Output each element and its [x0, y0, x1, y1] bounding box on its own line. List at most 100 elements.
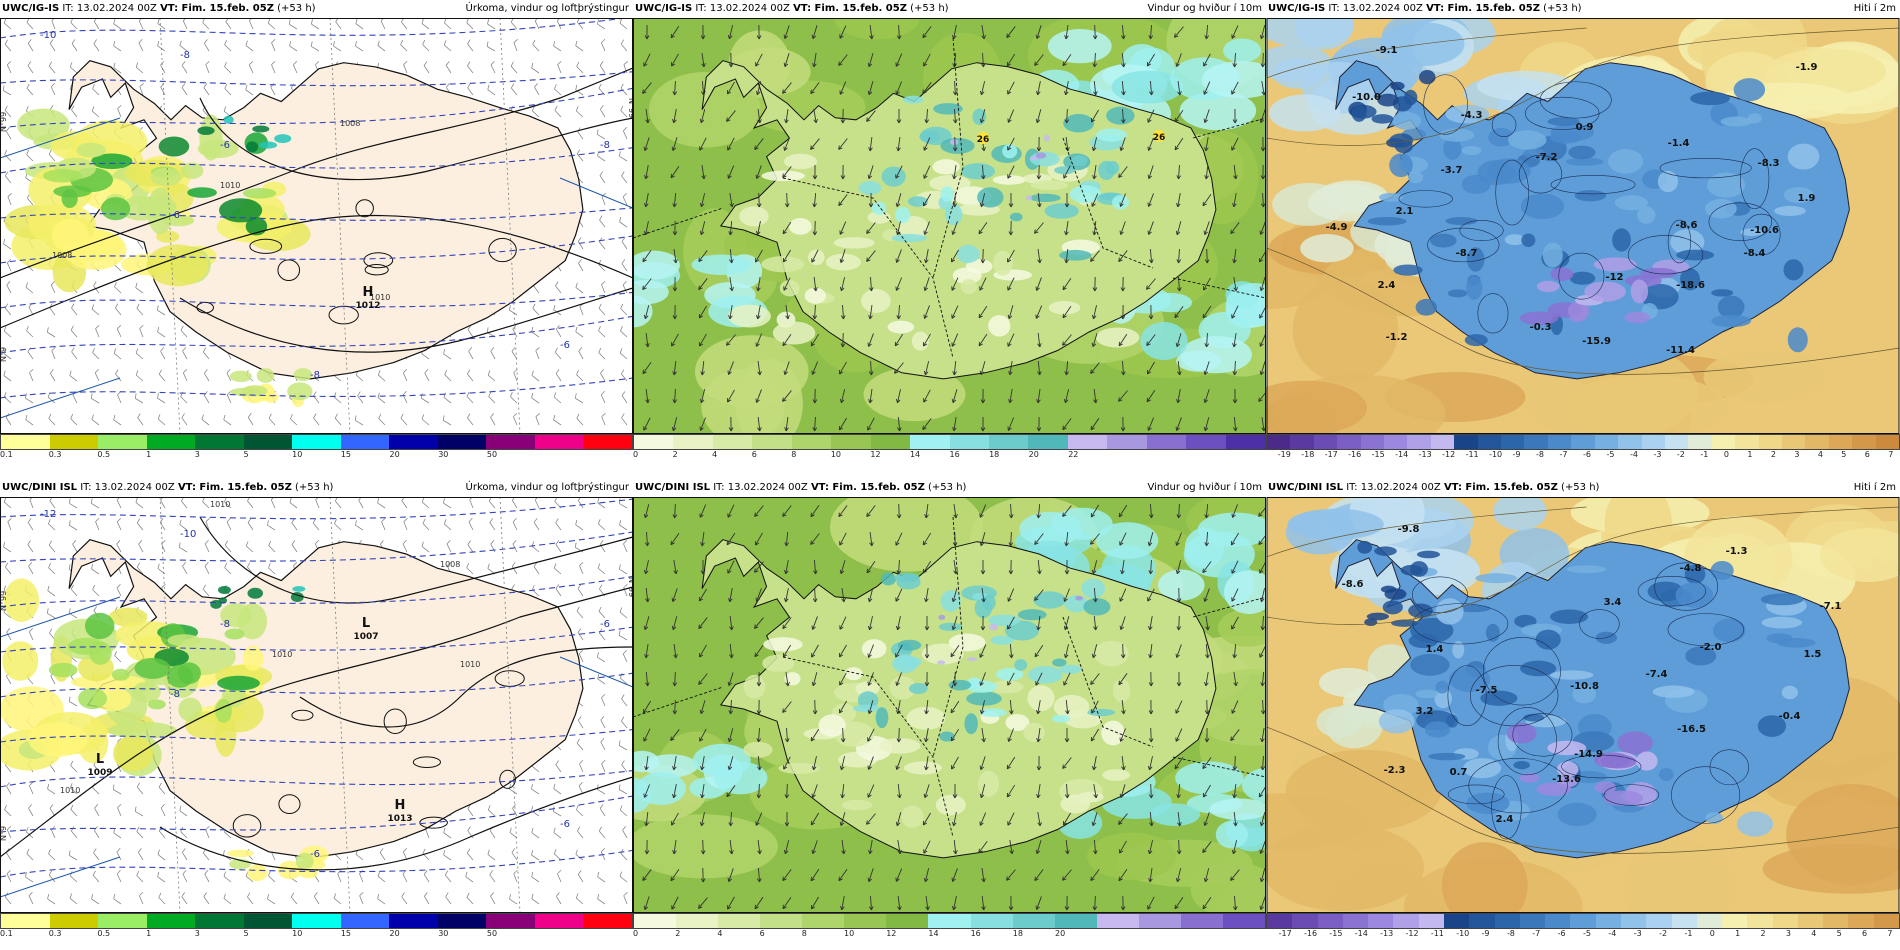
- colorbar-cell: [1292, 914, 1318, 928]
- colorbar-tick-label: 16: [970, 929, 981, 938]
- isobar-value-label: 1010: [220, 181, 240, 190]
- temp-contour-label: -8: [310, 370, 320, 381]
- isobar-value-label: 1010: [60, 786, 80, 795]
- colorbar-tick-label: 2: [675, 929, 681, 938]
- colorbar-cell: [1671, 914, 1697, 928]
- colorbar-tick-label: 30: [438, 929, 449, 938]
- colorbar-tick-label: 20: [1028, 450, 1039, 459]
- colorbar-tick-label: -8: [1536, 450, 1545, 459]
- colorbar-tick-label: -3: [1633, 929, 1642, 938]
- colorbar-cell: [1735, 435, 1759, 449]
- colorbar-cell: [1772, 914, 1798, 928]
- temp-contour-label: -6: [170, 210, 180, 221]
- colorbar-cell: [718, 914, 761, 928]
- temp-westfjords: [1357, 540, 1441, 627]
- colorbar-cell: [1454, 435, 1478, 449]
- temperature-value-label: -7.5: [1476, 685, 1498, 696]
- lead-text: (+53 h): [295, 482, 334, 493]
- colorbar-tick-label: -12: [1442, 450, 1456, 459]
- isotherms: [1266, 506, 1900, 854]
- precip-map: 1008 1010 1008 1010 -10 -8 -6 -8 -6 -6 -8 H 1012 N°99…: [0, 18, 633, 434]
- colorbar-tick-label: -9: [1512, 450, 1521, 459]
- it-label-text: IT:: [695, 3, 707, 14]
- colorbar: 0.1 0.3 0.5 1 3 5 10 15 20 30 50: [0, 913, 633, 939]
- colorbar-cell: [1067, 435, 1108, 449]
- colorbar-tick-label: -16: [1348, 450, 1362, 459]
- temperature-value-label: -9.1: [1376, 45, 1398, 56]
- colorbar-cell: [98, 435, 147, 449]
- colorbar-tick-label: -6: [1583, 450, 1591, 459]
- latitude-tick: N°99: [0, 112, 8, 132]
- colorbar-cell: [791, 435, 832, 449]
- precip-band-inner: [48, 612, 260, 723]
- isobars: [0, 67, 633, 353]
- map-frame: [633, 497, 1266, 913]
- colorbar-cell: [1873, 914, 1900, 928]
- temperature-value-label: 0.7: [1450, 767, 1468, 778]
- center-pressure-value: 1007: [353, 632, 378, 642]
- lead-text: (+53 h): [277, 3, 316, 14]
- wind-map: [633, 497, 1266, 913]
- colorbar-cell: [673, 435, 713, 449]
- colorbar-tick-label: 18: [1012, 929, 1023, 938]
- colorbar-tick-label: -19: [1277, 450, 1291, 459]
- temperature-value-label: 0.9: [1576, 122, 1594, 133]
- it-value-text: 13.02.2024 00Z: [76, 3, 157, 14]
- panel-header: UWC/IG-IS IT: 13.02.2024 00Z VT: Fim. 15…: [0, 0, 633, 18]
- wind-gust-max: [949, 134, 1050, 201]
- colorbar-cell: [1646, 914, 1672, 928]
- it-value-text: 13.02.2024 00Z: [1360, 482, 1441, 493]
- colorbar-cell: [243, 914, 293, 928]
- colorbar-cell: [1594, 435, 1619, 449]
- colorbar-tick-label: 10: [292, 450, 303, 459]
- colorbar-cell: [1852, 435, 1876, 449]
- temperature-value-label: -1.3: [1726, 546, 1748, 557]
- wind-panel-dini: UWC/DINI ISL IT: 13.02.2024 00Z VT: Fim.…: [633, 479, 1266, 939]
- colorbar-cell: [389, 435, 438, 449]
- temp-panel-dini: UWC/DINI ISL IT: 13.02.2024 00Z VT: Fim.…: [1266, 479, 1900, 939]
- colorbar: 0 2 4 6 8 10 12 14 16 18 20: [633, 913, 1266, 939]
- colorbar-tick-label: 20: [1055, 929, 1066, 938]
- colorbar-cell: [1805, 435, 1829, 449]
- vt-label-text: VT: Fim. 15.feb. 05Z: [160, 3, 274, 14]
- temperature-value-label: -14.9: [1574, 749, 1603, 760]
- temp-contour-label: -10: [40, 30, 56, 41]
- colorbar-tick-label: 0.1: [0, 929, 13, 938]
- colorbar-cell: [870, 435, 911, 449]
- colorbar-tick-label: -7: [1532, 929, 1541, 938]
- colorbar-tick-label: 0: [633, 450, 639, 459]
- temperature-value-label: 1.4: [1426, 644, 1444, 655]
- colorbar-cell: [1828, 435, 1853, 449]
- temperature-value-label: -2.3: [1384, 765, 1406, 776]
- colorbar-tick-label: 0: [1723, 450, 1729, 459]
- colorbar-tick-label: 20: [389, 929, 400, 938]
- colorbar-tick-label: 8: [791, 450, 797, 459]
- temp-contour-dashed: [0, 626, 633, 653]
- wind-strong-southeast: [1017, 761, 1266, 852]
- colorbar-tick-label: -15: [1371, 450, 1385, 459]
- colorbar: -19 -18 -17 -16 -15 -14 -13 -12 -11 -10 -9 -8 -7 -6 -5…: [1266, 434, 1900, 460]
- colorbar-cell: [146, 914, 196, 928]
- colorbar-tick-label: -16: [1304, 929, 1318, 938]
- map-canvas: [633, 497, 1266, 913]
- temperature-value-label: -10.8: [1570, 681, 1599, 692]
- colorbar-cell: [1570, 914, 1596, 928]
- isobar-ring: [364, 264, 389, 276]
- temp-contour-label: -6: [560, 819, 570, 830]
- isobar-ring: [249, 238, 283, 254]
- colorbar-tick-label: 16: [949, 450, 960, 459]
- colorbar-cell: [1571, 435, 1595, 449]
- colorbar-cell: [1696, 914, 1723, 928]
- temp-contour-dashed: [0, 71, 633, 87]
- colorbar-cell: [1823, 914, 1849, 928]
- temperature-value-label: -2.0: [1700, 642, 1722, 653]
- colorbar-cell: [910, 435, 950, 449]
- colorbar-tick-label: 4: [1811, 929, 1817, 938]
- colorbar-cell: [1620, 914, 1647, 928]
- temperature-value-label: 2.1: [1396, 206, 1414, 217]
- colorbar-tick-label: 0: [1709, 929, 1715, 938]
- model-text: UWC/DINI ISL: [2, 482, 78, 493]
- parameter-title: Vindur og hviður í 10m: [1147, 3, 1262, 14]
- colorbar-cell: [1360, 435, 1385, 449]
- colorbar-cell: [534, 914, 584, 928]
